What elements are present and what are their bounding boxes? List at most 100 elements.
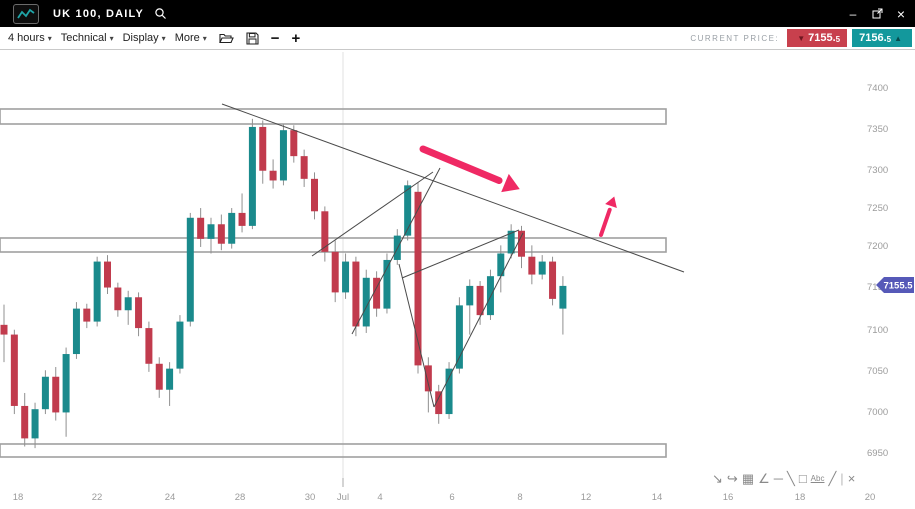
bear-candle — [217, 224, 225, 244]
more-dropdown[interactable]: More ▾ — [174, 32, 207, 44]
chart-type-tool[interactable]: ∠ — [758, 471, 770, 486]
trendline[interactable] — [311, 171, 434, 257]
trendline[interactable] — [398, 263, 435, 408]
zoom-out-button[interactable]: − — [270, 29, 280, 47]
x-axis: 18 22 24 28 30 Jul 4 6 8 12 14 16 18 20 — [13, 492, 876, 503]
redo-tool[interactable]: ↪ — [726, 471, 738, 486]
bull-candle — [176, 321, 184, 369]
x-axis-label: 6 — [449, 492, 454, 503]
horizontal-line-tool[interactable]: ─ — [773, 471, 783, 486]
x-axis-label: 30 — [305, 492, 316, 503]
ask-price-value: 7156. — [859, 32, 887, 44]
bear-candle — [424, 365, 432, 392]
zone-rectangle[interactable] — [0, 108, 667, 125]
bear-candle — [10, 334, 18, 406]
bear-candle — [373, 277, 381, 309]
bull-candle — [207, 224, 215, 239]
zoom-in-button[interactable]: + — [291, 29, 301, 47]
bull-candle — [404, 185, 412, 236]
trendline-tool[interactable]: ╲ — [786, 471, 795, 486]
bull-candle — [445, 368, 453, 415]
zone-rectangle[interactable] — [0, 443, 667, 458]
timeframe-dropdown[interactable]: 4 hours ▾ — [8, 32, 52, 44]
x-axis-label: 12 — [581, 492, 592, 503]
open-folder-icon[interactable] — [218, 32, 234, 44]
bear-candle — [331, 251, 339, 293]
trendline[interactable] — [221, 103, 685, 273]
technical-dropdown[interactable]: Technical ▾ — [60, 32, 114, 44]
bull-candle — [41, 376, 49, 410]
bear-candle — [104, 261, 111, 288]
bid-price-value: 7155. — [808, 32, 836, 44]
bull-candle — [383, 259, 391, 309]
diagonal-line-tool[interactable]: ╱ — [828, 471, 837, 486]
chevron-down-icon: ▾ — [109, 34, 114, 43]
bear-candle — [476, 285, 484, 316]
bear-candle — [145, 328, 153, 364]
bull-candle — [279, 130, 287, 181]
app-logo-icon — [13, 3, 39, 24]
y-axis: 7400 7350 7300 7250 7200 7150 7100 7050 7000 6950 — [867, 83, 888, 459]
bear-candle — [269, 170, 277, 181]
trendlines[interactable] — [221, 103, 685, 408]
bull-candle — [362, 277, 370, 327]
bull-candle — [186, 217, 194, 322]
text-tool[interactable]: Abc — [810, 474, 825, 483]
y-axis-label: 7200 — [867, 241, 888, 252]
bear-candle — [83, 308, 91, 322]
x-axis-label: 20 — [865, 492, 876, 503]
arrow-shaft[interactable] — [599, 207, 612, 237]
current-price-tag[interactable]: 7155.5 — [876, 277, 914, 293]
trendline[interactable] — [351, 167, 441, 335]
bear-candle — [300, 156, 308, 179]
bear-candle — [259, 126, 267, 171]
price-tag-shape — [876, 277, 914, 293]
bull-candle — [93, 261, 101, 322]
close-drawbar[interactable]: × — [847, 471, 856, 486]
bear-candle — [21, 405, 29, 439]
rectangle-tool[interactable]: □ — [798, 471, 807, 486]
y-axis-label: 7000 — [867, 407, 888, 418]
chart-toolbar: 4 hours ▾ Technical ▾ Display ▾ More ▾ − + C… — [0, 27, 915, 50]
bull-candle — [559, 285, 567, 309]
bull-candle — [228, 212, 236, 244]
bear-candle — [155, 363, 163, 390]
minimize-button[interactable]: – — [849, 6, 857, 21]
y-axis-label: 6950 — [867, 448, 888, 459]
display-dropdown[interactable]: Display ▾ — [122, 32, 166, 44]
arrow-down-icon: ▼ — [797, 33, 806, 43]
trendline[interactable] — [401, 229, 520, 279]
arrow-annotations[interactable] — [419, 145, 617, 237]
search-icon[interactable] — [154, 7, 167, 20]
ask-price-button[interactable]: 7156. 5 ▲ — [852, 29, 912, 47]
bear-candle — [238, 212, 246, 226]
bear-candle — [197, 217, 205, 239]
x-axis-label: Jul — [337, 492, 349, 503]
arrow-head[interactable] — [501, 173, 520, 193]
grid-tool[interactable]: ▦ — [741, 471, 755, 486]
close-button[interactable]: × — [896, 5, 906, 22]
bear-candle — [311, 178, 318, 212]
trendline[interactable] — [433, 232, 524, 408]
bull-candle — [62, 354, 70, 413]
y-axis-label: 7300 — [867, 165, 888, 176]
chevron-down-icon: ▾ — [202, 34, 207, 43]
zone-rectangle[interactable] — [0, 237, 667, 253]
bull-candle — [497, 253, 505, 277]
arrow-shaft[interactable] — [419, 145, 503, 185]
drawing-toolbar: ↘ ↪ ▦ ∠ ─ ╲ □ Abc ╱ | × — [712, 472, 859, 486]
pointer-tool[interactable]: ↘ — [712, 471, 723, 486]
y-axis-label: 7250 — [867, 203, 888, 214]
y-axis-label: 7050 — [867, 366, 888, 377]
bid-price-button[interactable]: ▼ 7155. 5 — [787, 29, 848, 47]
bear-candle — [290, 130, 298, 157]
chevron-down-icon: ▾ — [161, 34, 166, 43]
bear-candle — [414, 191, 422, 366]
bear-candle — [52, 376, 60, 413]
popout-button[interactable] — [867, 4, 887, 24]
arrow-head[interactable] — [605, 196, 617, 209]
save-icon[interactable] — [246, 31, 259, 45]
y-axis-label: 7400 — [867, 83, 888, 94]
candlesticks — [0, 118, 567, 449]
